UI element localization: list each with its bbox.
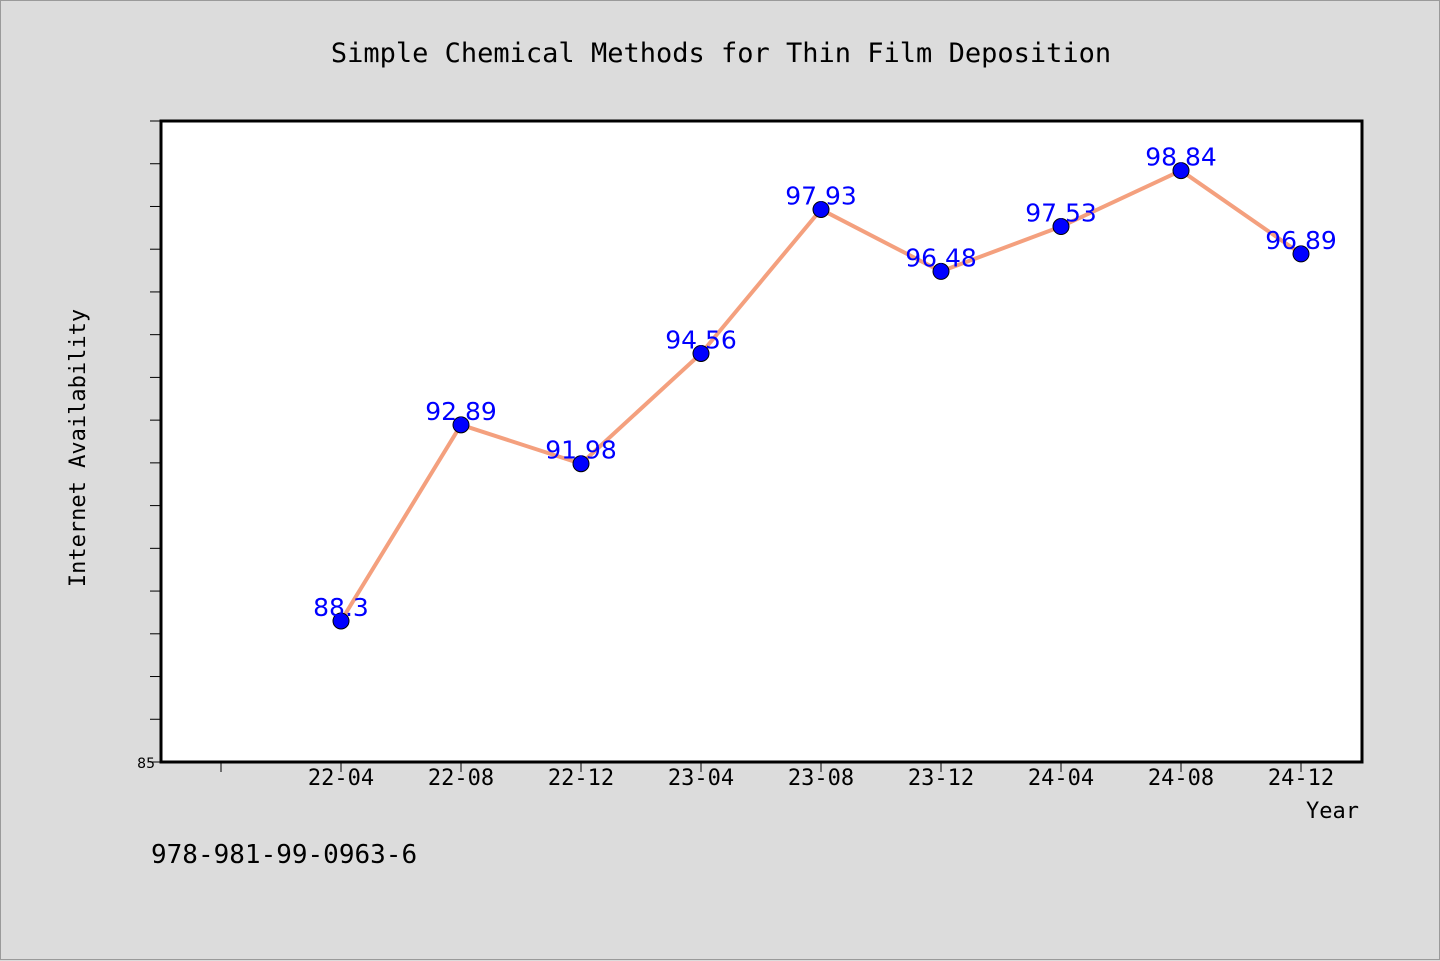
series-layer: 88.3 92.89 91.98 94.56 97.93 96.48 97.53 98.84 9…	[313, 143, 1337, 630]
chart-title: Simple Chemical Methods for Thin Film De…	[331, 38, 1111, 69]
data-point	[1172, 162, 1190, 180]
data-label: 96.48	[905, 243, 977, 272]
y-axis-label: Internet Availability	[66, 309, 91, 587]
data-point	[572, 455, 590, 473]
data-label: 97.53	[1025, 199, 1097, 228]
x-tick-label: 22-12	[548, 766, 614, 791]
data-label: 97.93	[785, 181, 857, 210]
x-axis-ticks: 22-04 22-08 22-12 23-04 23-08 23-12 24-04 24-08…	[220, 762, 1334, 791]
x-tick-label: 22-04	[308, 766, 374, 791]
data-label: 91.98	[545, 436, 617, 465]
data-label: 92.89	[425, 397, 497, 426]
x-axis-label: Year	[1306, 799, 1359, 824]
isbn-text: 978-981-99-0963-6	[151, 840, 417, 870]
x-tick-label: 24-12	[1268, 766, 1334, 791]
x-tick-label: 22-08	[428, 766, 494, 791]
x-tick-label: 24-08	[1148, 766, 1214, 791]
data-point	[692, 344, 710, 362]
x-tick-label: 23-12	[908, 766, 974, 791]
x-tick-label: 24-04	[1028, 766, 1094, 791]
data-point	[812, 200, 830, 218]
data-point	[1052, 218, 1070, 236]
data-point	[1292, 245, 1310, 263]
data-label: 88.3	[313, 593, 369, 622]
x-tick-label: 23-04	[668, 766, 734, 791]
x-tick-label: 23-08	[788, 766, 854, 791]
data-label: 98.84	[1145, 143, 1217, 172]
y-tick-label: 85	[137, 756, 155, 772]
data-point	[932, 262, 950, 280]
y-axis-ticks: 85	[137, 120, 161, 772]
data-point	[452, 416, 470, 434]
data-label: 94.56	[665, 325, 737, 354]
plot-area	[159, 119, 1364, 764]
data-label: 96.89	[1265, 226, 1337, 255]
data-point	[332, 612, 350, 630]
